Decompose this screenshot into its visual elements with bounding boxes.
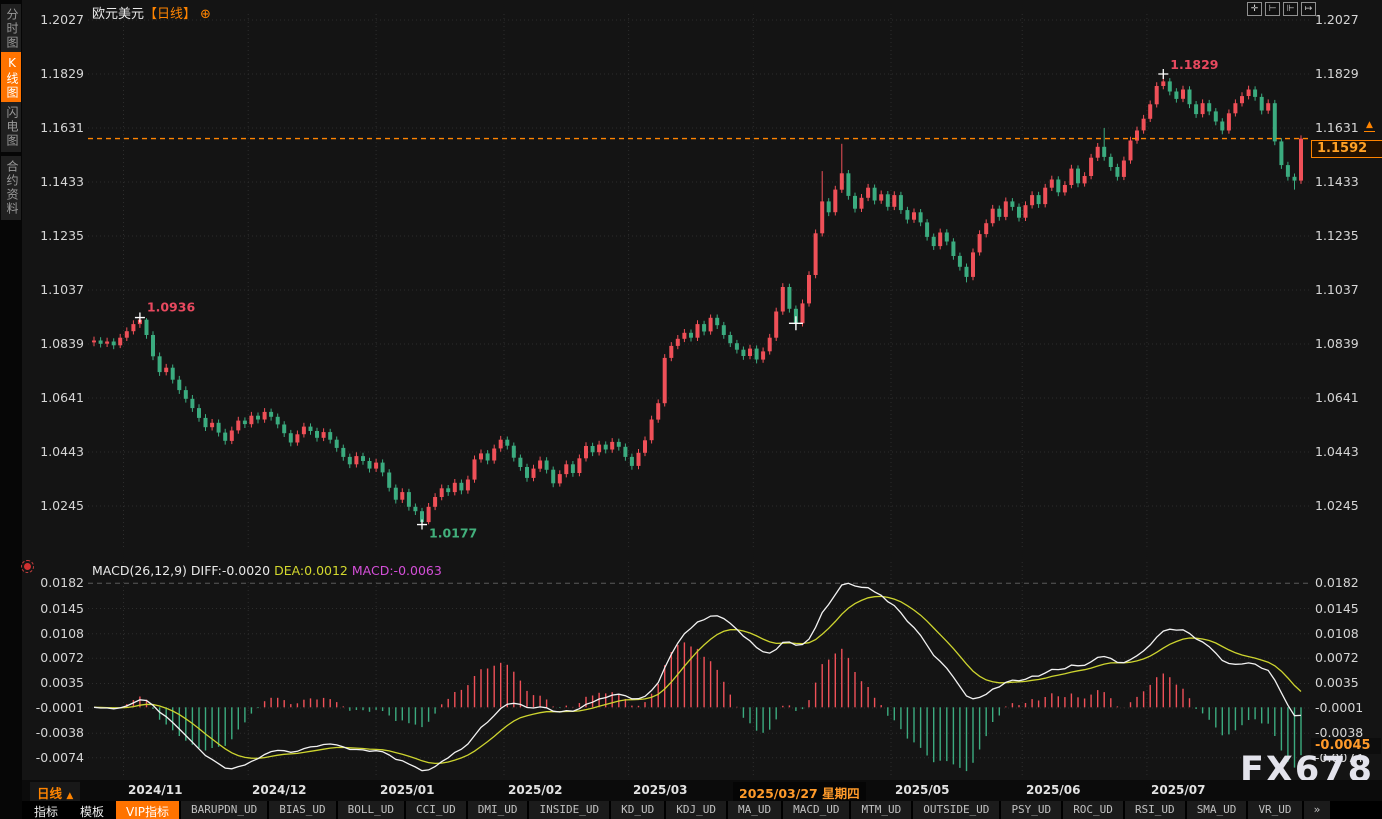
chart-toolbar: ✛ ⊢ ⊩ ↦ (1247, 2, 1316, 16)
indicator-tab-bar: 指标 模板 VIP指标 BARUPDN_UD BIAS_UD BOLL_UD CCI_UD D… (22, 801, 1382, 819)
price-axis-label: 1.0641 (40, 390, 84, 405)
date-axis-month-label: 2024/12 (252, 783, 307, 797)
svg-text:1.0177: 1.0177 (429, 526, 477, 541)
price-axis-label: 1.1037 (1315, 282, 1359, 297)
tab-cci-ud[interactable]: CCI_UD (405, 801, 466, 819)
macd-indicator-header: MACD(26,12,9) DIFF:-0.0020 DEA:0.0012 MA… (92, 563, 442, 578)
date-axis-month-label: 2025/06 (1026, 783, 1081, 797)
tab-sma-ud[interactable]: SMA_UD (1186, 801, 1247, 819)
axis-scale-left-icon[interactable]: ⊢ (1265, 2, 1280, 16)
price-axis-label: 1.2027 (1315, 12, 1359, 27)
price-axis-label: 1.1235 (40, 228, 84, 243)
price-axis-label: 1.1037 (40, 282, 84, 297)
tab-psy-ud[interactable]: PSY_UD (1001, 801, 1062, 819)
price-axis-label: 1.1631 (40, 120, 84, 135)
macd-axis-label: -0.0001 (35, 700, 84, 715)
price-axis-label: 1.1829 (40, 66, 84, 81)
price-marker-arrow-icon: ▲ (1364, 121, 1375, 132)
tab-outside-ud[interactable]: OUTSIDE_UD (913, 801, 1000, 819)
tab-boll-ud[interactable]: BOLL_UD (337, 801, 404, 819)
tab-kdj-ud[interactable]: KDJ_UD (666, 801, 726, 819)
highlighted-date-label: 2025/03/27 星期四 (733, 782, 866, 803)
axis-scale-right-icon[interactable]: ⊩ (1283, 2, 1298, 16)
macd-axis-label: 0.0182 (40, 575, 84, 590)
chevron-up-icon: ▲ (66, 791, 74, 801)
chart-title: 欧元美元【日线】 ⊕ (92, 3, 211, 22)
price-axis-label: 1.0245 (40, 498, 84, 513)
price-axis-label: 1.1433 (40, 174, 84, 189)
macd-axis-label: 0.0108 (40, 626, 84, 641)
crosshair-icon[interactable]: ✛ (1247, 2, 1262, 16)
date-axis-month-label: 2025/02 (508, 783, 563, 797)
macd-dea-value: DEA:0.0012 (274, 563, 348, 578)
current-price-label: 1.1592 (1311, 140, 1382, 158)
period-selector-label: 日线 (37, 786, 63, 801)
sidebar-item-3[interactable]: 闪电图 (1, 102, 21, 152)
tab-roc-ud[interactable]: ROC_UD (1063, 801, 1123, 819)
symbol-name: 欧元美元 (92, 7, 145, 22)
price-axis-label: 1.0245 (1315, 498, 1359, 513)
sidebar-item-4[interactable]: 合约资料 (1, 156, 21, 220)
date-axis: 日线 ▲ 2025/03/27 星期四 2024/11 2024/12 2025/0… (22, 780, 1382, 803)
date-axis-month-label: 2025/03 (633, 783, 688, 797)
price-axis-label: 1.1433 (1315, 174, 1359, 189)
macd-axis-label: 0.0072 (1315, 650, 1359, 665)
tab-dmi-ud[interactable]: DMI_UD (467, 801, 528, 819)
tab-模板[interactable]: 模板 (80, 805, 105, 819)
price-axis-label: 1.0443 (40, 444, 84, 459)
tab-vr-ud[interactable]: VR_UD (1248, 801, 1302, 819)
price-axis-label: 1.0839 (1315, 336, 1359, 351)
macd-diff-value: MACD(26,12,9) DIFF:-0.0020 (92, 563, 271, 578)
sidebar-item-2[interactable]: K线图 (1, 52, 21, 104)
tab-kd-ud[interactable]: KD_UD (611, 801, 665, 819)
macd-macd-value: MACD:-0.0063 (351, 563, 442, 578)
macd-axis-label: 0.0035 (40, 675, 84, 690)
date-axis-month-label: 2025/05 (895, 783, 950, 797)
price-axis-label: 1.0641 (1315, 390, 1359, 405)
macd-axis-label: 0.0108 (1315, 626, 1359, 641)
tab-bias-ud[interactable]: BIAS_UD (269, 801, 336, 819)
macd-axis-label: -0.0038 (1315, 725, 1364, 740)
tab-rsi-ud[interactable]: RSI_UD (1124, 801, 1185, 819)
chart-type-sidebar: 分时图 K线图 闪电图合约资料 (0, 0, 22, 819)
price-axis-label: 1.2027 (40, 12, 84, 27)
period-selector[interactable]: 日线 ▲ (30, 782, 81, 803)
price-axis-label: 1.1235 (1315, 228, 1359, 243)
tab-barupdn-ud[interactable]: BARUPDN_UD (181, 801, 268, 819)
period-tag: 【日线】 (144, 7, 197, 22)
svg-text:1.0936: 1.0936 (147, 300, 196, 315)
pan-right-icon[interactable]: ↦ (1301, 2, 1316, 16)
macd-axis-label: 0.0072 (40, 650, 84, 665)
tab-指标[interactable]: 指标 (34, 805, 59, 819)
price-axis-label: 1.0839 (40, 336, 84, 351)
macd-axis-label: 0.0145 (1315, 601, 1359, 616)
price-axis-label: 1.0443 (1315, 444, 1359, 459)
macd-axis-label: -0.0074 (35, 750, 84, 765)
tab-»[interactable]: » (1303, 801, 1331, 819)
date-axis-month-label: 2025/07 (1151, 783, 1206, 797)
tab-mtm-ud[interactable]: MTM_UD (851, 801, 912, 819)
indicator-settings-icon[interactable] (21, 560, 34, 573)
date-axis-month-label: 2025/01 (380, 783, 435, 797)
date-axis-month-label: 2024/11 (128, 783, 183, 797)
sidebar-item-1[interactable]: 分时图 (1, 4, 21, 54)
macd-axis-label: -0.0001 (1315, 700, 1364, 715)
tab-inside-ud[interactable]: INSIDE_UD (529, 801, 610, 819)
price-axis-label: 1.1829 (1315, 66, 1359, 81)
target-crosshair-icon[interactable]: ⊕ (200, 7, 211, 22)
tab-macd-ud[interactable]: MACD_UD (783, 801, 850, 819)
macd-current-value-label: -0.0045 (1311, 738, 1381, 754)
price-axis-label: 1.1631 (1315, 120, 1359, 135)
macd-axis-label: 0.0145 (40, 601, 84, 616)
macd-axis-label: 0.0035 (1315, 675, 1359, 690)
tab-vip指标[interactable]: VIP指标 (116, 801, 180, 819)
tab-ma-ud[interactable]: MA_UD (727, 801, 782, 819)
macd-axis-label: -0.0038 (35, 725, 84, 740)
macd-axis-label: 0.0182 (1315, 575, 1359, 590)
svg-text:1.1829: 1.1829 (1170, 57, 1218, 72)
